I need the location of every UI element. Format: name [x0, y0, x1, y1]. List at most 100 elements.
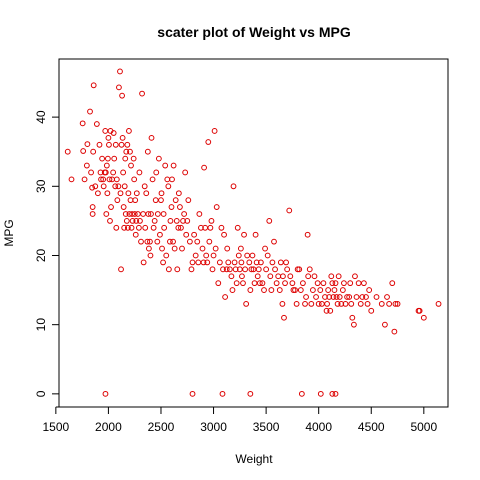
- data-point: [360, 280, 367, 287]
- data-point: [220, 266, 226, 273]
- data-point: [139, 90, 145, 97]
- data-point: [160, 211, 167, 217]
- data-point: [328, 273, 335, 280]
- data-point: [128, 224, 135, 231]
- y-tick-label: 40: [34, 110, 48, 124]
- data-point: [185, 197, 192, 204]
- data-point: [392, 301, 399, 307]
- data-points: [64, 68, 442, 397]
- data-point: [314, 280, 321, 287]
- data-point: [323, 307, 330, 314]
- data-point: [199, 245, 206, 252]
- data-point: [138, 238, 144, 245]
- data-point: [391, 328, 398, 335]
- data-point: [89, 211, 96, 217]
- x-tick-label: 5000: [410, 420, 437, 434]
- x-tick-label: 2500: [148, 420, 175, 434]
- data-point: [112, 141, 119, 148]
- data-point: [104, 155, 111, 162]
- data-point: [96, 141, 103, 148]
- data-point: [114, 197, 121, 204]
- data-point: [302, 301, 308, 307]
- data-point: [255, 266, 262, 273]
- x-tick-label: 3500: [253, 420, 280, 434]
- data-point: [249, 252, 256, 259]
- data-point: [253, 259, 260, 266]
- data-point: [175, 224, 182, 231]
- data-point: [339, 287, 346, 293]
- data-point: [221, 231, 227, 238]
- data-point: [352, 273, 358, 280]
- data-point: [286, 207, 293, 214]
- data-point: [143, 190, 150, 197]
- data-point: [123, 148, 130, 155]
- data-point: [120, 204, 127, 210]
- data-point: [222, 294, 229, 300]
- data-point: [303, 294, 309, 300]
- data-point: [234, 224, 241, 231]
- data-point: [131, 211, 138, 217]
- data-point: [171, 245, 178, 252]
- data-point: [218, 224, 225, 231]
- data-point: [212, 245, 219, 252]
- data-point: [174, 266, 181, 273]
- data-point: [394, 301, 401, 307]
- data-point: [98, 176, 104, 183]
- data-point: [125, 190, 132, 197]
- data-point: [230, 183, 237, 190]
- data-point: [324, 301, 330, 307]
- data-point: [195, 259, 202, 266]
- data-point: [204, 259, 211, 266]
- data-point: [145, 211, 152, 217]
- data-point: [182, 169, 189, 176]
- data-point: [88, 169, 94, 176]
- data-point: [325, 287, 332, 293]
- data-point: [100, 183, 107, 190]
- data-point: [363, 294, 369, 300]
- data-point: [79, 120, 86, 127]
- data-point: [142, 224, 149, 231]
- data-point: [167, 217, 174, 224]
- data-point: [341, 280, 347, 287]
- data-point: [127, 148, 133, 155]
- data-point: [126, 128, 132, 134]
- data-point: [133, 217, 140, 224]
- data-point: [95, 190, 101, 197]
- data-point: [168, 204, 175, 210]
- data-point: [140, 259, 147, 266]
- data-point: [152, 197, 159, 204]
- data-point: [224, 245, 231, 252]
- data-point: [189, 259, 196, 266]
- data-point: [160, 259, 166, 266]
- data-point: [349, 314, 356, 321]
- data-point: [228, 273, 235, 280]
- data-point: [99, 155, 106, 162]
- x-tick-label: 4000: [305, 420, 332, 434]
- data-point: [181, 211, 188, 217]
- data-point: [304, 231, 311, 238]
- data-point: [175, 190, 182, 197]
- data-point: [140, 211, 147, 217]
- data-point: [251, 280, 258, 287]
- data-point: [158, 190, 165, 197]
- data-point: [92, 183, 99, 190]
- data-point: [272, 266, 278, 273]
- data-point: [183, 231, 190, 238]
- data-point: [386, 301, 393, 307]
- data-point: [102, 128, 109, 134]
- data-point: [134, 211, 141, 217]
- data-point: [100, 176, 107, 183]
- data-point: [106, 141, 112, 148]
- data-point: [203, 252, 210, 259]
- data-point: [373, 294, 380, 300]
- data-point: [271, 238, 277, 245]
- data-point: [332, 280, 339, 287]
- data-point: [310, 287, 316, 293]
- data-point: [165, 266, 172, 273]
- data-point: [121, 183, 128, 190]
- data-point: [124, 141, 131, 148]
- data-point: [332, 390, 339, 397]
- data-point: [351, 321, 357, 328]
- data-point: [106, 176, 113, 183]
